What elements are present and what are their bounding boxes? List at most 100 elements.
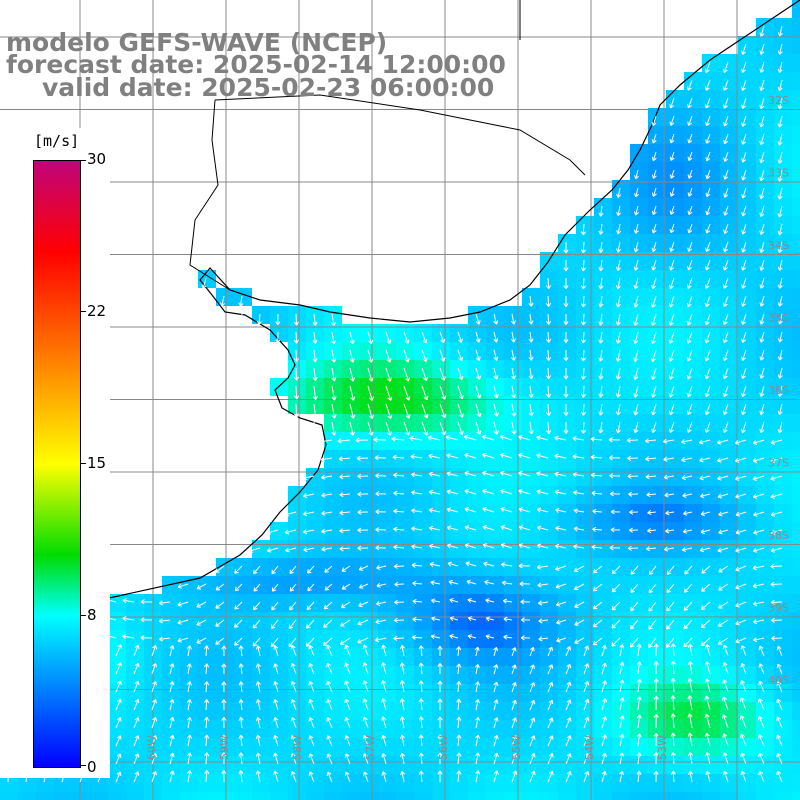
wind-arrow [669, 223, 675, 234]
wind-cell [486, 450, 504, 468]
wind-cell [450, 558, 468, 576]
wind-arrow [337, 438, 351, 444]
wind-cell [342, 414, 360, 432]
wind-cell [216, 594, 234, 612]
wind-arrow [456, 646, 462, 657]
wind-cell [198, 756, 216, 774]
wind-arrow [777, 403, 783, 416]
wind-cell [432, 342, 450, 360]
wind-arrow [270, 619, 279, 629]
wind-cell [612, 252, 630, 270]
wind-arrow [385, 385, 393, 401]
wind-cell [180, 612, 198, 630]
wind-arrow [115, 680, 122, 693]
wind-arrow [519, 581, 531, 587]
wind-arrow [619, 679, 625, 693]
wind-arrow [633, 277, 639, 290]
wind-arrow [704, 331, 711, 344]
wind-arrow [583, 698, 590, 711]
wind-cell [774, 558, 792, 576]
wind-cell [738, 234, 756, 252]
wind-arrow [615, 349, 621, 362]
wind-cell [792, 612, 800, 630]
wind-cell [288, 558, 306, 576]
wind-cell [612, 468, 630, 486]
wind-arrow [601, 680, 607, 693]
wind-arrow [682, 492, 693, 498]
wind-cell [558, 360, 576, 378]
wind-arrow [777, 421, 783, 434]
wind-arrow [238, 734, 244, 747]
wind-arrow [770, 475, 783, 481]
wind-arrow [580, 385, 587, 398]
wind-cell [486, 396, 504, 414]
wind-cell [594, 666, 612, 684]
wind-cell [126, 774, 144, 792]
wind-cell [792, 90, 800, 108]
wind-cell [720, 342, 738, 360]
wind-cell [720, 756, 738, 774]
wind-arrow [312, 367, 318, 382]
wind-arrow [510, 349, 516, 361]
wind-cell [774, 72, 792, 90]
wind-cell [540, 576, 558, 594]
wind-cell [594, 774, 612, 792]
wind-arrow [474, 681, 480, 693]
wind-arrow [592, 508, 603, 514]
wind-cell [630, 414, 648, 432]
wind-cell [792, 198, 800, 216]
wind-cell [468, 342, 486, 360]
wind-arrow [573, 508, 585, 514]
wind-cell [540, 378, 558, 396]
wind-arrow [609, 473, 621, 479]
wind-arrow [619, 770, 625, 783]
wind-arrow [777, 97, 783, 110]
wind-cell [720, 396, 738, 414]
wind-arrow [669, 151, 675, 161]
wind-cell [774, 324, 792, 342]
wind-arrow [133, 662, 140, 675]
wind-cell [702, 378, 720, 396]
wind-cell [234, 774, 252, 792]
wind-arrow [682, 528, 693, 534]
wind-arrow [133, 753, 140, 765]
wind-cell [684, 72, 702, 90]
wind-arrow [403, 403, 411, 419]
wind-arrow [771, 635, 783, 641]
wind-arrow [705, 752, 711, 765]
wind-cell [774, 288, 792, 306]
wind-cell [396, 360, 414, 378]
wind-arrow [475, 421, 482, 435]
wind-cell [108, 594, 126, 612]
wind-arrow [616, 187, 622, 198]
wind-cell [594, 306, 612, 324]
wind-cell [306, 720, 324, 738]
wind-arrow [439, 385, 447, 400]
wind-cell [648, 162, 666, 180]
wind-cell [162, 738, 180, 756]
wind-cell [360, 414, 378, 432]
wind-cell [180, 792, 198, 800]
wind-arrow [759, 403, 765, 415]
wind-arrow [722, 644, 729, 657]
wind-cell [324, 720, 342, 738]
wind-cell [504, 792, 522, 800]
wind-cell [414, 486, 432, 504]
wind-arrow [456, 680, 462, 693]
wind-cell [684, 702, 702, 720]
wind-cell [702, 720, 720, 738]
wind-cell [630, 738, 648, 756]
wind-arrow [381, 680, 387, 693]
wind-cell [738, 504, 756, 522]
wind-cell [396, 504, 414, 522]
wind-arrow [437, 752, 443, 764]
wind-cell [792, 522, 800, 540]
wind-cell [720, 288, 738, 306]
wind-cell [720, 162, 738, 180]
wind-arrow [290, 753, 297, 765]
wind-arrow [290, 735, 297, 747]
wind-arrow [741, 403, 747, 415]
wind-cell [666, 594, 684, 612]
wind-cell [0, 774, 18, 792]
wind-arrow [393, 544, 405, 550]
